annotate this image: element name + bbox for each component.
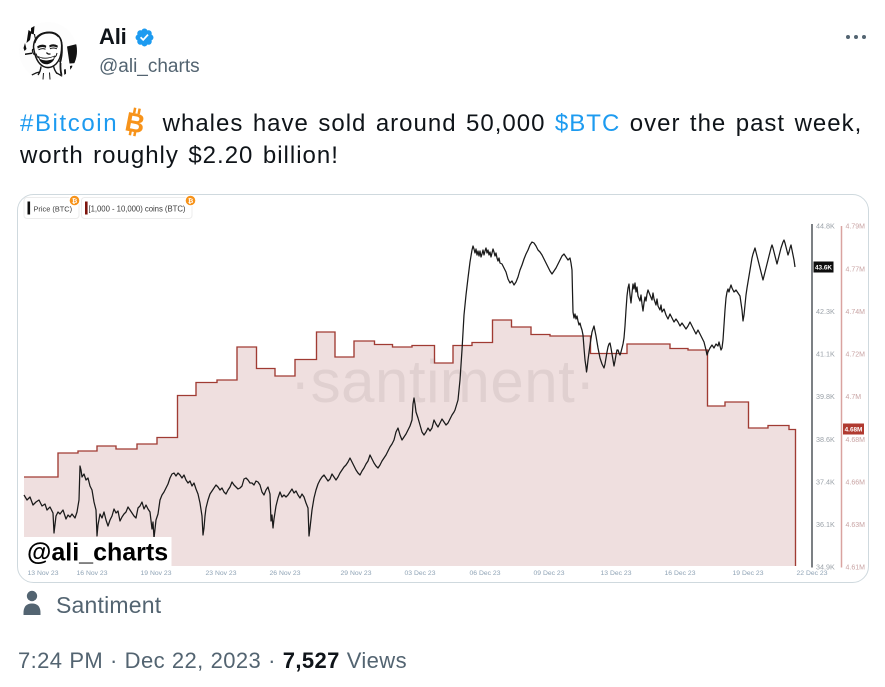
svg-text:06 Dec 23: 06 Dec 23 xyxy=(470,570,501,577)
svg-text:34.9K: 34.9K xyxy=(816,563,835,572)
svg-text:₿: ₿ xyxy=(188,197,194,205)
svg-text:₿: ₿ xyxy=(72,197,78,205)
svg-text:03 Dec 23: 03 Dec 23 xyxy=(405,570,436,577)
svg-text:36.1K: 36.1K xyxy=(816,520,835,529)
svg-text:26 Nov 23: 26 Nov 23 xyxy=(270,570,301,577)
svg-text:4.7M: 4.7M xyxy=(846,394,862,401)
svg-text:4.72M: 4.72M xyxy=(846,352,866,359)
svg-text:13 Dec 23: 13 Dec 23 xyxy=(601,570,632,577)
svg-text:@ali_charts: @ali_charts xyxy=(27,539,168,567)
svg-text:4.66M: 4.66M xyxy=(846,480,866,487)
svg-text:4.68M: 4.68M xyxy=(845,427,863,434)
svg-text:·santiment·: ·santiment· xyxy=(290,348,596,415)
svg-text:13 Nov 23: 13 Nov 23 xyxy=(28,570,59,577)
svg-text:4.63M: 4.63M xyxy=(846,522,866,529)
svg-text:22 Dec 23: 22 Dec 23 xyxy=(797,570,828,577)
svg-text:09 Dec 23: 09 Dec 23 xyxy=(534,570,565,577)
svg-text:43.6K: 43.6K xyxy=(815,265,832,272)
svg-text:16 Nov 23: 16 Nov 23 xyxy=(77,570,108,577)
svg-text:4.77M: 4.77M xyxy=(846,266,866,273)
svg-text:37.4K: 37.4K xyxy=(816,478,835,487)
svg-text:19 Nov 23: 19 Nov 23 xyxy=(141,570,172,577)
svg-text:4.68M: 4.68M xyxy=(846,437,866,444)
svg-text:29 Nov 23: 29 Nov 23 xyxy=(341,570,372,577)
svg-text:44.8K: 44.8K xyxy=(816,222,835,231)
svg-text:Price (BTC): Price (BTC) xyxy=(34,205,73,214)
svg-text:38.6K: 38.6K xyxy=(816,435,835,444)
svg-text:39.8K: 39.8K xyxy=(816,392,835,401)
svg-text:[1,000 - 10,000) coins (BTC): [1,000 - 10,000) coins (BTC) xyxy=(89,205,186,214)
svg-text:23 Nov 23: 23 Nov 23 xyxy=(206,570,237,577)
svg-text:4.61M: 4.61M xyxy=(846,565,866,572)
svg-text:4.79M: 4.79M xyxy=(846,224,866,231)
svg-text:16 Dec 23: 16 Dec 23 xyxy=(665,570,696,577)
svg-text:19 Dec 23: 19 Dec 23 xyxy=(733,570,764,577)
svg-text:41.1K: 41.1K xyxy=(816,350,835,359)
svg-text:4.74M: 4.74M xyxy=(846,309,866,316)
svg-text:42.3K: 42.3K xyxy=(816,307,835,316)
